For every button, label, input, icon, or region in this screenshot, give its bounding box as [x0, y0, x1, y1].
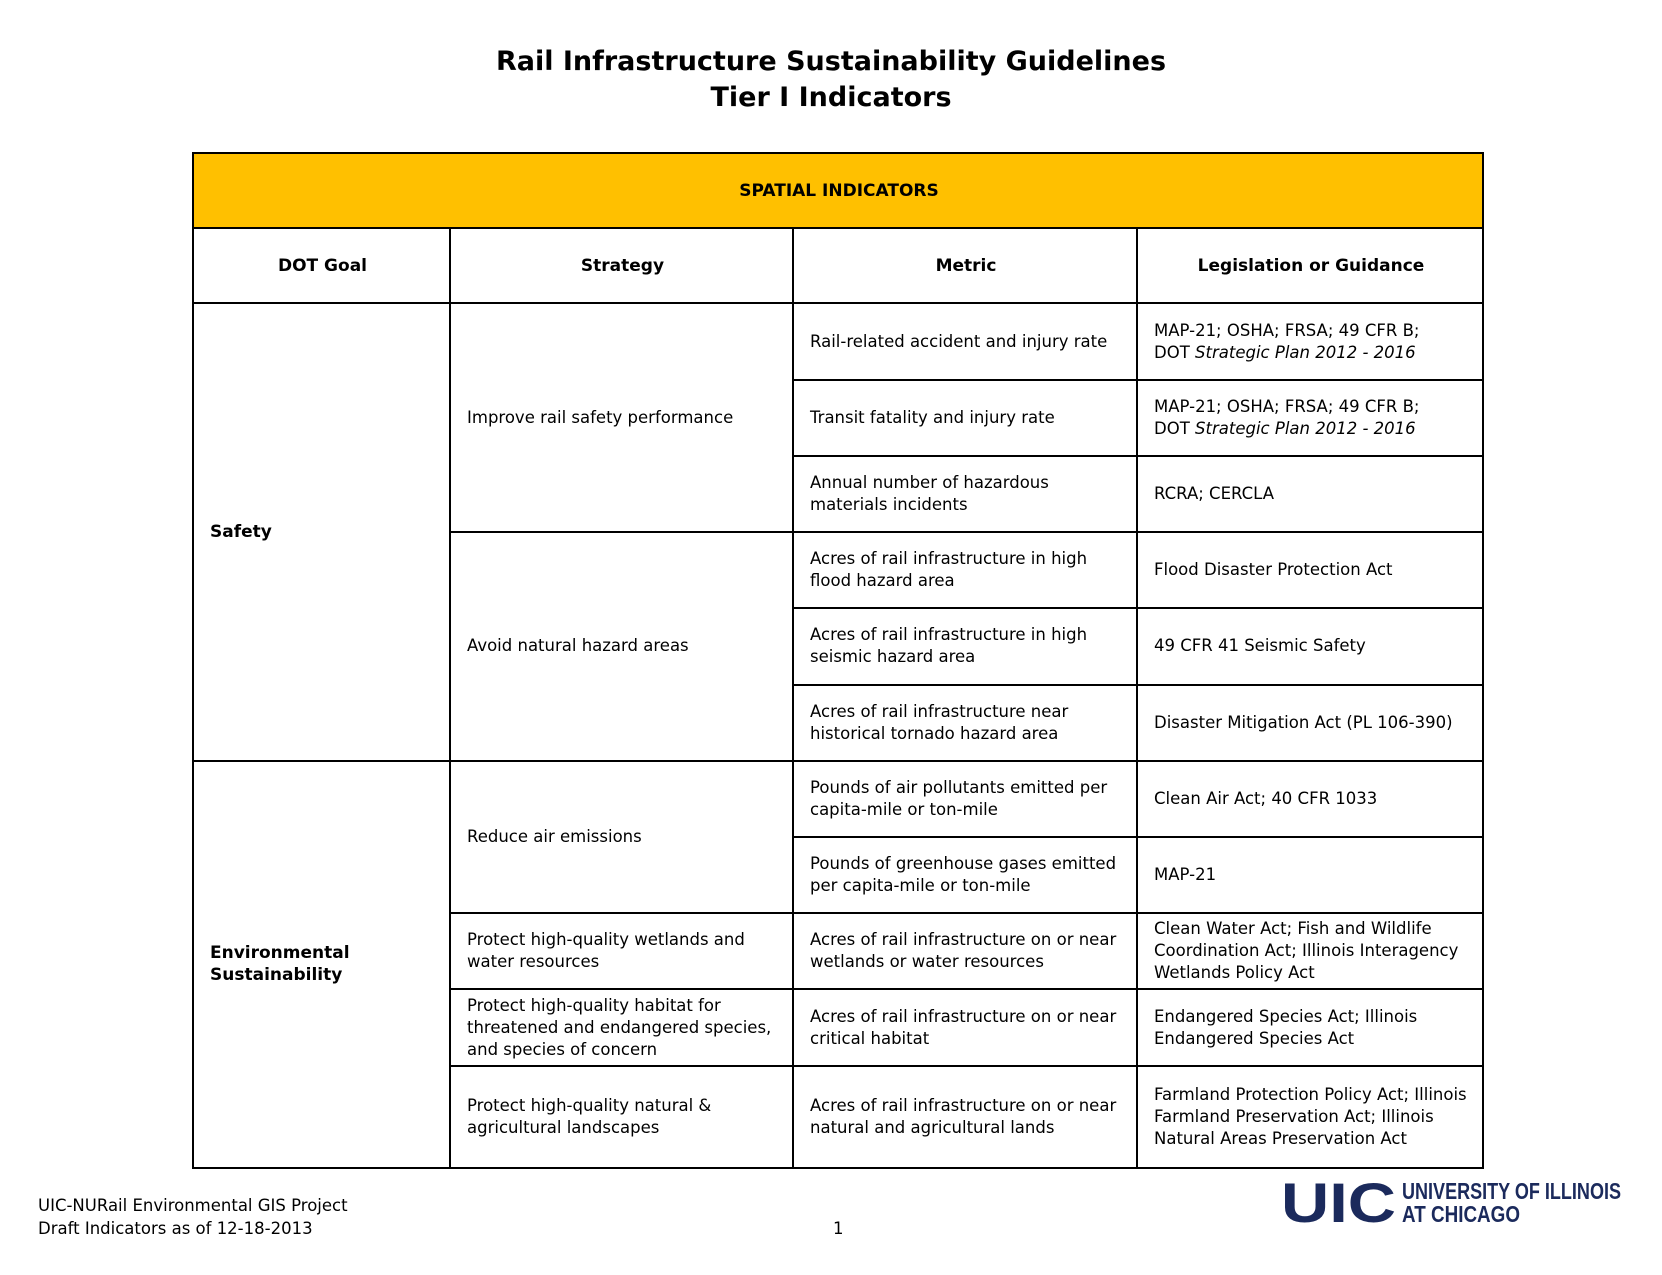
legislation-line: MAP-21; OSHA; FRSA; 49 CFR B; — [1154, 396, 1420, 416]
table-row: Pounds of greenhouse gases emitted per c… — [193, 835, 1484, 915]
table-row: Transit fatality and injury rate MAP-21;… — [193, 378, 1484, 457]
table-row: Annual number of hazardous materials inc… — [193, 454, 1484, 534]
indicators-table: SPATIAL INDICATORS DOT Goal Strategy Met… — [192, 151, 1484, 1170]
uic-logo-text-line-2: AT CHICAGO — [1402, 1201, 1520, 1227]
page-footer: UIC-NURail Environmental GIS Project Dra… — [38, 1194, 348, 1240]
page-number: 1 — [833, 1219, 844, 1238]
legislation-cell: Disaster Mitigation Act (PL 106-390) — [1136, 683, 1484, 762]
banner-row: SPATIAL INDICATORS — [192, 151, 1484, 230]
legislation-plan-title: Strategic Plan 2012 - 2016 — [1195, 342, 1416, 362]
legislation-plan-title: Strategic Plan 2012 - 2016 — [1195, 418, 1416, 438]
spatial-indicators-banner: SPATIAL INDICATORS — [192, 151, 1484, 230]
legislation-cell: Clean Air Act; 40 CFR 1033 — [1136, 759, 1484, 838]
goal-label-line: Environmental — [210, 943, 350, 964]
legislation-prefix: DOT — [1154, 342, 1196, 362]
table-row: Protect high-quality habitat for threate… — [193, 988, 1484, 1067]
header-dot-goal: DOT Goal — [192, 227, 451, 305]
table-row: Acres of rail infrastructure near histor… — [193, 683, 1484, 762]
strategy-cell: Protect high-quality habitat for threate… — [449, 988, 794, 1067]
goal-safety: Safety — [192, 302, 451, 762]
uic-logo-mark: UIC — [1281, 1177, 1396, 1227]
strategy-cell: Protect high-quality wetlands and water … — [449, 912, 794, 991]
title-line-2: Tier I Indicators — [710, 82, 952, 113]
footer-draft-date: Draft Indicators as of 12-18-2013 — [38, 1219, 313, 1238]
title-line-1: Rail Infrastructure Sustainability Guide… — [495, 46, 1167, 77]
footer-project: UIC-NURail Environmental GIS Project — [38, 1196, 348, 1215]
legislation-cell: Clean Water Act; Fish and Wildlife Coord… — [1136, 912, 1484, 991]
goal-label-line: Sustainability — [210, 965, 343, 986]
goal-environmental-sustainability: Environmental Sustainability — [192, 759, 451, 1170]
strategy-cell: Improve rail safety performance — [449, 302, 794, 534]
legislation-cell: MAP-21; OSHA; FRSA; 49 CFR B; DOT Strate… — [1136, 378, 1484, 457]
page-title: Rail Infrastructure Sustainability Guide… — [0, 44, 1662, 116]
metric-cell: Acres of rail infrastructure on or near … — [792, 912, 1138, 991]
metric-cell: Rail-related accident and injury rate — [792, 302, 1138, 381]
legislation-cell: RCRA; CERCLA — [1136, 454, 1484, 534]
legislation-cell: 49 CFR 41 Seismic Safety — [1136, 607, 1484, 686]
header-legislation: Legislation or Guidance — [1136, 227, 1484, 305]
strategy-cell: Avoid natural hazard areas — [449, 531, 794, 762]
legislation-cell: Farmland Protection Policy Act; Illinois… — [1136, 1064, 1484, 1170]
table-row: Acres of rail infrastructure in high sei… — [193, 607, 1484, 686]
uic-logo-text-line-1: UNIVERSITY OF ILLINOIS — [1402, 1178, 1621, 1204]
legislation-cell: MAP-21; OSHA; FRSA; 49 CFR B; DOT Strate… — [1136, 302, 1484, 381]
strategy-cell: Reduce air emissions — [449, 759, 794, 915]
header-strategy: Strategy — [449, 227, 794, 305]
uic-logo: UIC UNIVERSITY OF ILLINOIS AT CHICAGO — [1281, 1177, 1621, 1227]
legislation-cell: MAP-21 — [1136, 835, 1484, 915]
metric-cell: Acres of rail infrastructure in high sei… — [792, 607, 1138, 686]
metric-cell: Pounds of air pollutants emitted per cap… — [792, 759, 1138, 838]
header-metric: Metric — [792, 227, 1138, 305]
metric-cell: Transit fatality and injury rate — [792, 378, 1138, 457]
metric-cell: Acres of rail infrastructure in high flo… — [792, 531, 1138, 610]
metric-cell: Pounds of greenhouse gases emitted per c… — [792, 835, 1138, 915]
header-row: DOT Goal Strategy Metric Legislation or … — [192, 227, 1484, 305]
table-row: Protect high-quality natural & agricultu… — [193, 1064, 1484, 1170]
table-row: Avoid natural hazard areas Acres of rail… — [193, 531, 1484, 762]
legislation-cell: Endangered Species Act; Illinois Endange… — [1136, 988, 1484, 1067]
metric-cell: Acres of rail infrastructure on or near … — [792, 1064, 1138, 1170]
table-row: Protect high-quality wetlands and water … — [193, 912, 1484, 991]
strategy-cell: Protect high-quality natural & agricultu… — [449, 1064, 794, 1170]
metric-cell: Acres of rail infrastructure near histor… — [792, 683, 1138, 762]
metric-cell: Acres of rail infrastructure on or near … — [792, 988, 1138, 1067]
legislation-prefix: DOT — [1154, 418, 1196, 438]
metric-cell: Annual number of hazardous materials inc… — [792, 454, 1138, 534]
table-row: Environmental Sustainability Reduce air … — [192, 759, 1484, 1170]
table-row: Safety Improve rail safety performance R… — [192, 302, 1484, 762]
legislation-cell: Flood Disaster Protection Act — [1136, 531, 1484, 610]
legislation-line: MAP-21; OSHA; FRSA; 49 CFR B; — [1154, 320, 1420, 340]
